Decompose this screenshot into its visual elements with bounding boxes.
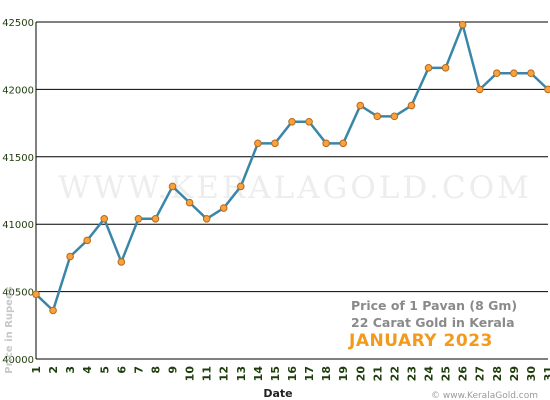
data-point [254, 139, 262, 148]
x-tick-label: 29 [508, 366, 521, 381]
info-line-2: 22 Carat Gold in Kerala [351, 315, 515, 330]
data-point [441, 64, 450, 72]
data-point [202, 215, 211, 223]
credit-text: © www.KeralaGold.com [431, 391, 538, 400]
x-tick-label: 12 [218, 366, 231, 381]
x-tick-label: 21 [371, 366, 384, 381]
y-tick-label: 42000 [2, 85, 34, 96]
x-tick-label: 17 [303, 366, 316, 381]
grid-lines [35, 21, 548, 360]
x-tick-label: 2 [47, 366, 60, 374]
series-line [35, 23, 549, 312]
x-tick-label: 28 [491, 366, 504, 381]
data-point [168, 182, 177, 191]
data-point [458, 20, 467, 29]
data-point [66, 252, 74, 261]
x-tick-label: 20 [354, 366, 367, 382]
x-tick-label: 1 [30, 366, 43, 374]
data-point [322, 139, 330, 148]
data-point [49, 306, 57, 315]
data-point [151, 215, 160, 223]
data-point [237, 182, 245, 191]
watermark-text: WWW.KERALAGOLD.COM [58, 170, 532, 206]
data-point [527, 69, 535, 78]
x-tick-label: 18 [320, 366, 333, 381]
y-axis-label: Price in Rupees [4, 286, 15, 373]
data-point [475, 85, 484, 94]
data-point [390, 112, 399, 121]
x-tick-label: 11 [201, 366, 214, 381]
data-point [356, 101, 365, 110]
x-tick-label: 27 [474, 366, 487, 381]
y-tick-label: 41500 [2, 153, 34, 164]
data-point [83, 236, 91, 245]
x-tick-label: 8 [149, 366, 162, 374]
x-tick-label: 26 [457, 366, 470, 382]
y-tick-label: 42500 [2, 18, 34, 29]
x-tick-label: 23 [405, 366, 418, 381]
data-point [117, 258, 126, 266]
y-tick-labels: 40000 40500 41000 41500 42000 42500 [2, 18, 34, 366]
data-point [271, 139, 279, 148]
data-point [544, 85, 550, 94]
y-tick-label: 40000 [2, 355, 34, 366]
x-tick-label: 16 [286, 366, 299, 382]
data-point [424, 64, 433, 72]
x-tick-label: 25 [440, 366, 453, 381]
x-tick-label: 7 [132, 366, 145, 374]
x-tick-label: 13 [235, 366, 248, 381]
data-point [373, 112, 382, 121]
x-tick-label: 10 [184, 366, 197, 382]
x-tick-labels: 1 2 3 4 5 6 7 8 9 10 11 12 13 14 15 16 17 18 19 20 21 22 23 24 2… [30, 366, 550, 382]
x-tick-label: 5 [98, 366, 111, 374]
info-line-3: JANUARY 2023 [348, 331, 493, 351]
x-tick-label: 4 [81, 366, 94, 374]
x-tick-label: 30 [525, 366, 538, 382]
x-tick-label: 24 [423, 366, 436, 382]
x-tick-label: 19 [337, 366, 350, 381]
x-tick-label: 31 [542, 366, 550, 381]
x-tick-label: 9 [167, 366, 180, 374]
data-point [407, 101, 416, 110]
x-tick-label: 22 [388, 366, 401, 381]
data-point [134, 215, 143, 223]
data-point [100, 215, 109, 223]
x-axis-label: Date [263, 387, 292, 400]
data-point [288, 117, 296, 126]
x-tick-label: 6 [115, 366, 128, 374]
y-tick-label: 40500 [2, 288, 34, 299]
data-point [185, 198, 194, 207]
x-tick-label: 15 [269, 366, 282, 381]
data-point [510, 69, 518, 78]
y-tick-label: 41000 [2, 220, 34, 231]
data-point [339, 139, 348, 148]
x-tick-label: 3 [64, 366, 77, 374]
info-line-1: Price of 1 Pavan (8 Gm) [351, 298, 517, 313]
x-tick-label: 14 [252, 366, 265, 382]
data-point [32, 290, 40, 299]
price-series [32, 20, 550, 315]
data-point [219, 204, 228, 212]
data-point [305, 117, 313, 126]
data-point [493, 69, 501, 78]
